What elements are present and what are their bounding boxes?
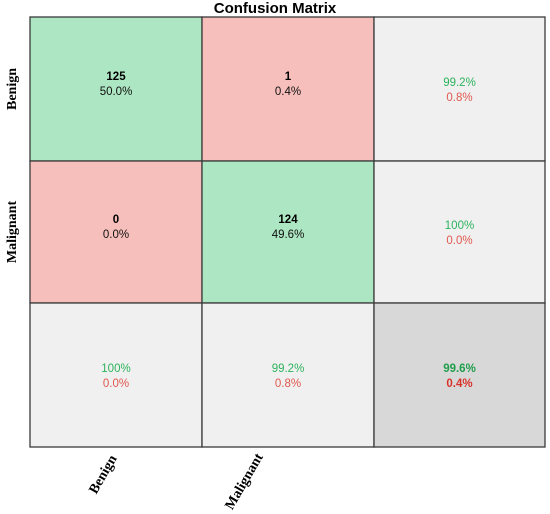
total-accuracy: 99.6%: [443, 363, 476, 375]
chart-title: Confusion Matrix: [213, 0, 337, 17]
summary-good-2-0: 100%: [101, 363, 130, 375]
cell-0-2: [373, 16, 546, 162]
row-label-malignant: Malignant: [5, 200, 21, 264]
cell-count-1-1: 124: [278, 214, 298, 226]
summary-bad-2-0: 0.0%: [103, 378, 129, 390]
cell-count-1-0: 0: [113, 214, 119, 226]
cell-1-2: [373, 160, 546, 304]
cell-percent-1-0: 0.0%: [103, 229, 129, 241]
cell-count-0-1: 1: [285, 71, 292, 83]
cell-percent-0-0: 50.0%: [100, 86, 133, 98]
summary-bad-0-2: 0.8%: [446, 92, 472, 104]
total-error: 0.4%: [446, 378, 472, 390]
summary-bad-2-1: 0.8%: [275, 378, 301, 390]
summary-good-0-2: 99.2%: [443, 77, 476, 89]
cell-2-0: [29, 302, 203, 448]
cell-2-1: [201, 302, 375, 448]
cell-percent-1-1: 49.6%: [272, 229, 305, 241]
cell-count-0-0: 125: [106, 71, 126, 83]
summary-bad-1-2: 0.0%: [446, 235, 472, 247]
cell-percent-0-1: 0.4%: [275, 86, 301, 98]
row-label-benign: Benign: [5, 67, 21, 111]
summary-good-2-1: 99.2%: [272, 363, 305, 375]
cell-1-1: [201, 160, 375, 304]
summary-good-1-2: 100%: [445, 220, 474, 232]
cell-2-2: [373, 302, 546, 448]
